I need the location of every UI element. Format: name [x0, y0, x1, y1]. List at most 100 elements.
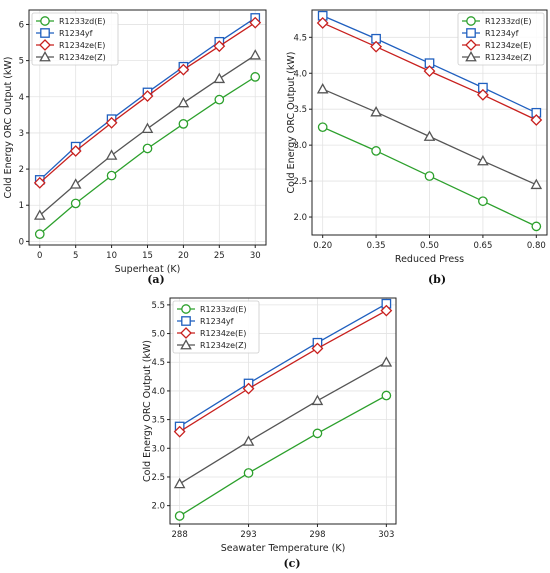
data-point-R1234ze(Z) — [141, 122, 154, 133]
y-tick-label: 3.5 — [151, 416, 165, 426]
legend-marker — [40, 16, 50, 26]
y-tick-label: 2.5 — [151, 473, 165, 483]
legend-marker — [181, 316, 191, 326]
legend: R1233zd(E) R1234yf R1234ze(E) R1234ze(Z) — [457, 12, 545, 66]
panel-caption: (c) — [283, 557, 300, 570]
x-tick-label: 293 — [240, 530, 256, 540]
data-point-R1233zd(E) — [243, 468, 254, 478]
chart-b: 0.20 0.35 0.50 0.65 0.80 2.0 2.5 3.0 3.5 4.0 4.5 Re… — [286, 9, 548, 286]
series-line-R1234yf — [179, 303, 387, 428]
y-tick-label: 4.5 — [293, 33, 307, 43]
data-point-R1233zd(E) — [214, 94, 225, 105]
data-point-R1233zd(E) — [250, 72, 261, 82]
panel-caption: (b) — [428, 273, 446, 286]
data-point-R1234ze(E) — [173, 425, 186, 438]
legend-label: R1234ze(E) — [59, 41, 105, 50]
data-point-R1234ze(E) — [311, 342, 324, 355]
y-tick-label: 3.5 — [293, 105, 307, 115]
y-tick-label: 0 — [19, 237, 24, 247]
data-point-R1234ze(E) — [530, 114, 543, 126]
y-tick-label: 5.0 — [151, 330, 165, 340]
legend-label: R1234yf — [59, 29, 93, 38]
legend-marker — [465, 50, 477, 62]
x-tick-label: 0.80 — [527, 241, 546, 251]
data-point-R1234ze(E) — [177, 63, 190, 76]
data-point-R1234ze(E) — [105, 116, 118, 129]
data-point-R1234ze(Z) — [380, 356, 393, 367]
y-tick-label: 3.0 — [151, 444, 165, 454]
data-point-R1233zd(E) — [178, 119, 189, 129]
y-tick-label: 3.0 — [293, 141, 307, 151]
data-point-R1233zd(E) — [70, 198, 81, 209]
series-line-R1234ze(Z) — [179, 361, 387, 485]
data-point-R1234ze(Z) — [249, 49, 262, 60]
data-point-R1234ze(E) — [380, 304, 393, 317]
legend-label: R1234ze(Z) — [200, 341, 247, 350]
data-point-R1233zd(E) — [317, 122, 328, 133]
y-tick-label: 5.5 — [151, 301, 165, 311]
x-tick-label: 5 — [73, 251, 78, 261]
y-tick-label: 3 — [19, 129, 24, 139]
legend-box — [457, 12, 545, 66]
data-point-R1233zd(E) — [34, 229, 45, 240]
x-axis-label: Reduced Press — [395, 254, 464, 265]
x-tick-label: 0.20 — [313, 241, 332, 251]
data-point-R1234ze(Z) — [69, 178, 82, 189]
data-point-R1234ze(Z) — [242, 435, 255, 446]
data-point-R1233zd(E) — [371, 146, 381, 156]
legend-label: R1233zd(E) — [59, 17, 106, 26]
legend-marker — [181, 304, 191, 314]
y-tick-label: 4.0 — [293, 69, 307, 79]
y-tick-label: 2.0 — [293, 213, 307, 223]
legend-marker — [180, 327, 192, 339]
y-tick-label: 2.5 — [293, 177, 307, 187]
legend-marker — [465, 39, 477, 51]
data-point-R1234ze(E) — [242, 382, 255, 395]
chart-c: 288 293 298 303 2.0 2.5 3.0 3.5 4.0 4.5 5.0 5.5 Seaw… — [142, 297, 397, 570]
data-point-R1233zd(E) — [381, 390, 392, 401]
data-point-R1233zd(E) — [174, 511, 185, 521]
series-line-R1234ze(E) — [179, 310, 387, 433]
data-point-R1234ze(Z) — [213, 72, 226, 84]
x-tick-label: 0.65 — [473, 241, 492, 251]
data-point-R1234ze(E) — [249, 16, 262, 29]
legend-label: R1234yf — [200, 317, 234, 326]
data-point-R1234ze(Z) — [477, 154, 489, 166]
legend: R1233zd(E) R1234yf R1234ze(E) R1234ze(Z) — [31, 12, 119, 66]
x-tick-label: 288 — [172, 530, 188, 540]
data-point-R1233zd(E) — [424, 171, 435, 181]
legend-marker — [466, 28, 476, 38]
y-tick-label: 4.0 — [151, 387, 165, 397]
y-axis-label: Cold Energy ORC Output (kW) — [3, 57, 14, 199]
x-tick-label: 298 — [309, 530, 325, 540]
legend-box — [172, 300, 260, 354]
x-axis-label: Superheat (K) — [115, 264, 181, 275]
data-point-R1234ze(E) — [370, 40, 383, 53]
y-tick-label: 5 — [19, 57, 24, 67]
data-point-R1234ze(Z) — [423, 130, 436, 141]
legend-marker — [39, 50, 51, 62]
data-point-R1233zd(E) — [478, 196, 488, 207]
legend-label: R1234ze(Z) — [59, 53, 106, 62]
y-tick-label: 2 — [19, 165, 24, 175]
y-tick-label: 6 — [19, 20, 24, 30]
y-tick-label: 4 — [19, 93, 24, 103]
series-line-R1233zd(E) — [179, 394, 387, 517]
x-tick-label: 10 — [106, 251, 117, 261]
legend-label: R1233zd(E) — [485, 17, 532, 26]
data-point-R1234ze(E) — [33, 176, 46, 189]
data-point-R1234ze(Z) — [105, 149, 118, 160]
y-axis-label: Cold Energy ORC Output (kW) — [286, 52, 297, 194]
legend: R1233zd(E) R1234yf R1234ze(E) R1234ze(Z) — [172, 300, 260, 354]
data-point-R1234ze(Z) — [177, 96, 190, 108]
legend-label: R1234ze(E) — [485, 41, 531, 50]
data-point-R1234ze(E) — [476, 88, 489, 101]
x-tick-label: 20 — [178, 251, 189, 261]
legend-marker — [466, 16, 476, 26]
panel-caption: (a) — [147, 273, 165, 286]
legend-marker — [180, 338, 192, 350]
legend-label: R1234ze(Z) — [485, 53, 532, 62]
legend-label: R1234ze(E) — [200, 329, 246, 338]
data-point-R1234ze(Z) — [33, 209, 46, 220]
